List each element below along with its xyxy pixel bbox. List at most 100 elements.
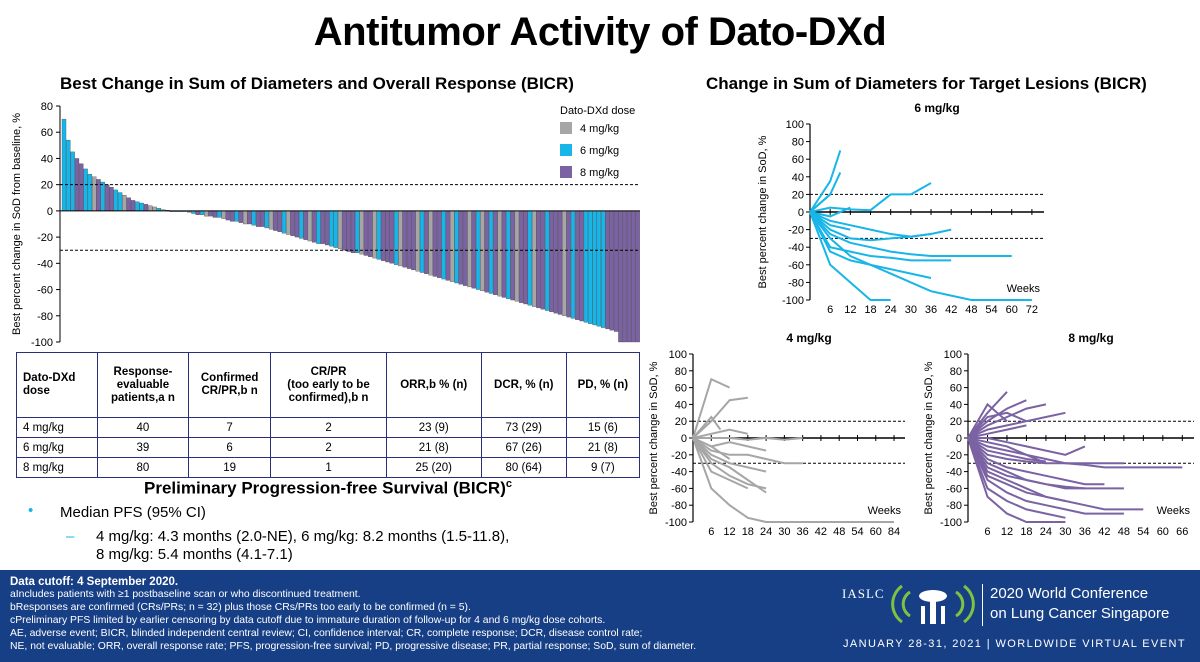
waterfall-bar xyxy=(329,210,334,247)
table-header-line: Response- xyxy=(113,365,173,378)
spider-y-tick-label: 100 xyxy=(669,349,687,361)
waterfall-bar xyxy=(122,195,127,212)
waterfall-y-tick-label: 40 xyxy=(41,153,53,165)
waterfall-bar xyxy=(92,176,97,212)
pfs-title-text: Preliminary Progression-free Survival (B… xyxy=(144,478,506,498)
spider-series-line xyxy=(692,437,803,465)
spider-x-tick-label: 12 xyxy=(844,304,856,316)
spider-x-tick-label: 66 xyxy=(1176,526,1188,538)
waterfall-bar xyxy=(523,210,528,305)
waterfall-bar xyxy=(70,151,75,212)
spider-series-line xyxy=(692,437,767,494)
table-row: 6 mg/kg 39 6 2 21 (8) 67 (26) 21 (8) xyxy=(16,437,641,458)
spider-x-tick-label: 84 xyxy=(888,526,900,538)
legend-label: 8 mg/kg xyxy=(580,167,619,179)
spider-y-tick-label: -20 xyxy=(671,450,687,462)
spider-y-tick-label: 60 xyxy=(792,154,804,166)
waterfall-y-tick-label: -100 xyxy=(31,337,53,349)
spider-y-tick-label: -20 xyxy=(788,225,804,237)
table-cell: 8 mg/kg xyxy=(16,457,98,478)
table-cell: 25 (20) xyxy=(385,457,482,478)
spider-y-tick-label: -40 xyxy=(946,467,962,479)
waterfall-bar xyxy=(83,168,88,212)
waterfall-bar xyxy=(454,210,459,284)
spider-series-line xyxy=(967,411,1027,439)
spider-x-tick-label: 24 xyxy=(760,526,772,538)
spider-series-line xyxy=(967,437,1124,515)
waterfall-bar xyxy=(514,210,520,302)
spider-series-line xyxy=(692,437,767,473)
waterfall-bar xyxy=(424,210,429,274)
spider-x-tick-label: 36 xyxy=(797,526,809,538)
table-cell: 21 (8) xyxy=(385,437,482,458)
spider-x-tick-label: 12 xyxy=(723,526,735,538)
waterfall-bar xyxy=(342,210,347,251)
waterfall-bar xyxy=(432,210,438,277)
waterfall-bar xyxy=(462,210,468,286)
waterfall-bar xyxy=(61,118,67,212)
spider-series-line xyxy=(809,211,952,262)
waterfall-bar xyxy=(109,187,114,212)
spider-title: 8 mg/kg xyxy=(1068,331,1113,345)
waterfall-bar xyxy=(260,210,265,227)
waterfall-bar xyxy=(204,210,209,217)
table-cell: 6 mg/kg xyxy=(16,437,98,458)
waterfall-bar xyxy=(320,210,325,244)
spider-series-line xyxy=(692,396,748,439)
waterfall-bar xyxy=(268,210,274,230)
response-table: Dato-DXd dose Response-evaluable patients,a… xyxy=(16,352,641,478)
waterfall-bar xyxy=(139,202,144,212)
spider-x-tick-label: 6 xyxy=(827,304,833,316)
waterfall-bar xyxy=(519,210,524,303)
spider-y-tick-label: -100 xyxy=(665,517,687,529)
data-cutoff: Data cutoff: 4 September 2020. xyxy=(10,576,179,588)
bullet-dash-icon: – xyxy=(66,528,75,545)
waterfall-bar xyxy=(626,210,632,343)
table-header-line: patients,a n xyxy=(110,391,175,404)
spider-series-line xyxy=(809,211,891,301)
waterfall-bar xyxy=(441,210,446,280)
legend-swatch xyxy=(560,144,572,156)
table-cell: 80 (64) xyxy=(480,457,567,478)
waterfall-bar xyxy=(238,210,244,223)
waterfall-bar xyxy=(363,210,369,256)
spider-y-tick-label: -60 xyxy=(788,260,804,272)
waterfall-bar xyxy=(527,210,533,306)
waterfall-y-label: Best percent change in SoD from baseline… xyxy=(11,113,23,335)
waterfall-y-tick-label: -40 xyxy=(37,258,53,270)
spider-x-tick-label: 30 xyxy=(778,526,790,538)
spider-x-tick-label: 54 xyxy=(1137,526,1149,538)
waterfall-bar xyxy=(605,210,610,330)
spider-plot-6mg: 6 mg/kg Best percent change in SoD, % 100 8… xyxy=(757,101,1044,316)
waterfall-bar xyxy=(601,210,606,328)
waterfall-bar xyxy=(217,210,222,218)
spider-series-line xyxy=(968,437,1086,456)
spider-series-line xyxy=(692,437,767,490)
abbreviations-2: NE, not evaluable; ORR, overall response… xyxy=(10,641,697,652)
spider-series-line xyxy=(809,211,1012,257)
waterfall-bar xyxy=(195,210,200,215)
waterfall-bar xyxy=(273,210,278,231)
table-cell: 2 xyxy=(270,417,387,438)
waterfall-bar xyxy=(79,163,84,212)
waterfall-chart: Best percent change in SoD from baseline… xyxy=(11,101,640,349)
waterfall-bar xyxy=(299,210,304,239)
table-header-line: confirmed),b n xyxy=(288,391,369,404)
waterfall-bar xyxy=(419,210,425,273)
waterfall-bar xyxy=(66,139,71,212)
waterfall-bar xyxy=(532,210,537,307)
waterfall-bar xyxy=(346,210,351,252)
waterfall-bar xyxy=(480,210,485,292)
table-cell: 1 xyxy=(270,457,387,478)
spider-y-tick-label: 80 xyxy=(792,137,804,149)
spider-y-tick-label: -60 xyxy=(946,483,962,495)
spider-x-tick-label: 18 xyxy=(742,526,754,538)
waterfall-bar xyxy=(411,210,416,271)
spider-y-tick-label: -100 xyxy=(940,517,962,529)
table-header-line: evaluable xyxy=(116,378,170,391)
spider-series-line xyxy=(967,437,1124,465)
waterfall-bar xyxy=(549,210,554,312)
table-cell: 73 (29) xyxy=(480,417,567,438)
spider-x-tick-label: 48 xyxy=(1118,526,1130,538)
waterfall-bar xyxy=(264,210,269,229)
